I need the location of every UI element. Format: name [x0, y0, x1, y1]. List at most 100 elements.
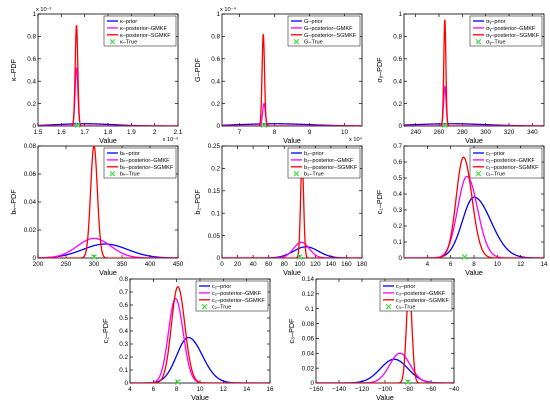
x-axis-label: Value [191, 393, 209, 402]
x-axis-label: Value [465, 268, 483, 277]
subplot-4: 200 250 300 350 400 450 0 0.02 0.04 0.06 0.08 Value… [9, 143, 184, 277]
y-exponent-label: x 10⁻³ [36, 7, 52, 13]
legend-marker-true [293, 171, 300, 177]
legend-label: bₕ–prior [120, 151, 140, 157]
y-tick-label: 0.2 [211, 101, 220, 108]
true-value-marker [74, 122, 81, 128]
legend-label: σᵧ–True [486, 40, 506, 46]
x-tick-label: 8 [472, 261, 476, 268]
legend-marker-true [293, 39, 300, 45]
legend-label: bₕ–True [120, 172, 140, 178]
x-tick-label: 2.1 [174, 129, 183, 136]
x-tick-label: 12 [517, 261, 525, 268]
y-tick-label: 0.04 [302, 350, 315, 357]
x-tick-label: 260 [434, 129, 445, 136]
legend-label: c₂–posterior–SGMKF [212, 298, 265, 304]
y-tick-label: 0.08 [24, 143, 37, 150]
y-tick-label: 0.02 [302, 365, 315, 372]
y-tick-label: 0.4 [119, 328, 128, 335]
legend-label: κ–prior [120, 19, 137, 25]
legend-label: bₕ–posterior–GMKF [120, 158, 170, 164]
series-group [404, 156, 544, 258]
y-tick-label: 0.04 [24, 199, 37, 206]
y-tick-label: 0 [216, 123, 220, 130]
series-group [38, 25, 178, 126]
y-axis-label: c₂–PDF [101, 318, 110, 343]
x-tick-label: 1.7 [80, 129, 89, 136]
legend: bₕ–priorbₕ–posterior–GMKFbₕ–posterior–SG… [103, 147, 177, 179]
y-tick-label: 0.5 [393, 175, 402, 182]
legend-label: c₂–prior [212, 284, 231, 290]
series-group [316, 285, 454, 383]
y-tick-label: 0 [124, 380, 128, 387]
y-tick-label: 0.4 [211, 78, 220, 85]
y-axis-label: b₂–PDF [193, 189, 202, 215]
y-tick-label: 0.6 [119, 302, 128, 309]
y-tick-label: 0.15 [208, 188, 221, 195]
y-tick-label: 0.1 [393, 239, 402, 246]
subplot-5: 0 20 40 60 80 100 120 140 160 180 0 0.05 0.1 0.15 0.2 0… [193, 143, 368, 277]
legend: σᵧ–priorσᵧ–posterior–GMKFσᵧ–posterior–SG… [469, 15, 543, 47]
legend: κ–priorκ–posterior–GMKFκ–posterior–SGMKF… [103, 15, 177, 47]
legend-label: c₁–posterior–SGMKF [486, 165, 539, 171]
x-tick-label: 10 [341, 129, 349, 136]
y-tick-label: 0 [398, 255, 402, 262]
y-tick-label: 1 [216, 11, 220, 18]
legend-label: G–True [304, 40, 323, 46]
y-tick-label: 0.25 [208, 143, 221, 150]
y-axis-label: G–PDF [193, 57, 202, 82]
legend: b₂–priorb₂–posterior–GMKFb₂–posterior–SG… [287, 147, 361, 179]
legend-label: G–posterior–GMKF [304, 26, 353, 32]
series-line-sgmkf [404, 156, 544, 258]
x-tick-label: 200 [33, 261, 44, 268]
y-axis-label: σᵧ–PDF [375, 57, 384, 83]
legend: G–priorG–posterior–GMKFG–posterior–SGMKF… [287, 15, 361, 47]
x-tick-label: 0 [220, 261, 224, 268]
y-tick-label: 0.14 [302, 276, 315, 283]
legend-box [195, 280, 269, 312]
x-tick-label: 350 [117, 261, 128, 268]
series-group [222, 161, 362, 258]
x-tick-label: 300 [480, 129, 491, 136]
legend: c₃–priorc₃–posterior–GMKFc₃–posterior–SG… [379, 280, 453, 312]
y-tick-label: 0.02 [24, 227, 37, 234]
y-tick-label: 0.6 [393, 56, 402, 63]
y-tick-label: 0.12 [302, 291, 315, 298]
x-tick-label: 160 [341, 261, 352, 268]
y-axis-label: c₁–PDF [375, 189, 384, 214]
x-tick-label: −160 [309, 386, 324, 393]
x-axis-label: Value [99, 136, 117, 145]
x-tick-label: 14 [540, 261, 548, 268]
x-tick-label: 9 [308, 129, 312, 136]
true-value-marker [461, 254, 468, 260]
x-axis-label: Value [283, 136, 301, 145]
x-tick-label: 60 [265, 261, 273, 268]
x-tick-label: 1.5 [34, 129, 43, 136]
y-tick-label: 0.2 [27, 101, 36, 108]
x-exponent-label: x 10⁴ [349, 136, 363, 143]
y-tick-label: 0.1 [211, 210, 220, 217]
y-tick-label: 0.1 [305, 306, 314, 313]
legend-label: c₂–True [212, 305, 231, 311]
y-tick-label: 0.5 [119, 315, 128, 322]
x-tick-label: −100 [378, 386, 393, 393]
legend-label: G–prior [304, 19, 323, 25]
true-value-marker [296, 254, 303, 260]
x-tick-label: −40 [449, 386, 460, 393]
x-axis-label: Value [283, 268, 301, 277]
y-tick-label: 0.2 [393, 101, 402, 108]
legend-label: σᵧ–posterior–SGMKF [486, 33, 540, 39]
x-tick-label: 2 [153, 129, 157, 136]
x-tick-label: 320 [504, 129, 515, 136]
legend-label: σᵧ–posterior–GMKF [486, 26, 536, 32]
y-tick-label: 0.08 [302, 321, 315, 328]
y-tick-label: 0.4 [27, 78, 36, 85]
legend-label: κ–posterior–GMKF [120, 26, 168, 32]
x-tick-label: 240 [410, 129, 421, 136]
y-tick-label: 0.2 [119, 354, 128, 361]
true-value-marker [174, 379, 181, 385]
legend-label: G–posterior–SGMKF [304, 33, 357, 39]
x-tick-label: 7 [238, 129, 242, 136]
legend-marker-true [109, 171, 116, 177]
